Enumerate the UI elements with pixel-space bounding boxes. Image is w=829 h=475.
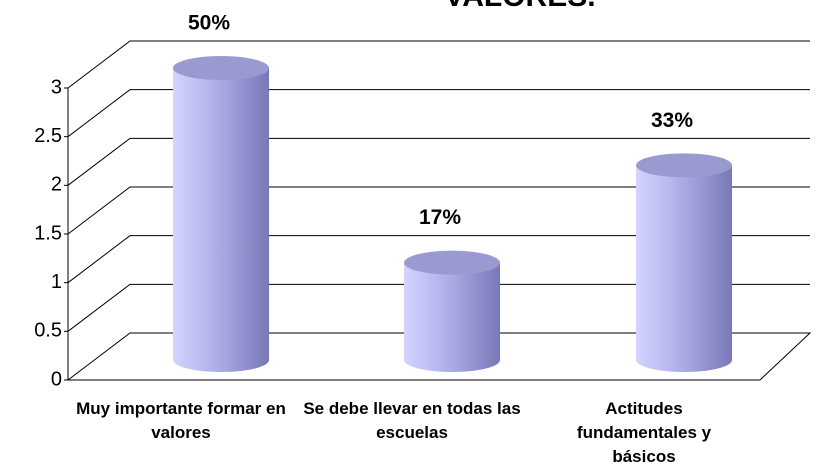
- y-tick-label: 1.5: [34, 222, 62, 244]
- grid-line: [67, 137, 810, 186]
- grid-line: [67, 40, 810, 89]
- y-tick-label: 3: [51, 76, 62, 98]
- cylinder-top: [636, 153, 732, 178]
- data-label: 17%: [419, 206, 461, 229]
- x-tick-label: Actitudes fundamentales y básicos: [576, 399, 712, 466]
- chart-title: VALORES.: [444, 0, 595, 13]
- cylinder-body: [636, 165, 732, 372]
- bar: [636, 153, 732, 372]
- bar: [404, 250, 500, 372]
- x-tick-label: Se debe llevar en todas las escuelas: [303, 399, 521, 442]
- y-tick-label: 0: [51, 368, 62, 390]
- x-tick-label: Muy importante formar en valores: [76, 399, 286, 442]
- y-tick-label: 1: [51, 271, 62, 293]
- cylinder-body: [404, 262, 500, 372]
- y-tick-label: 2: [51, 174, 62, 196]
- grid-line: [67, 235, 810, 284]
- grid-line: [67, 186, 810, 235]
- y-tick-label: 0.5: [34, 320, 62, 342]
- cylinder-top: [404, 250, 500, 275]
- grid-line: [67, 89, 810, 138]
- cylinder-top: [173, 56, 269, 80]
- grid-line: [67, 283, 810, 332]
- y-tick-label: 2.5: [34, 125, 62, 147]
- data-label: 50%: [188, 12, 230, 35]
- cylinder-body: [173, 68, 269, 372]
- bar: [173, 56, 269, 372]
- data-label: 33%: [651, 109, 693, 132]
